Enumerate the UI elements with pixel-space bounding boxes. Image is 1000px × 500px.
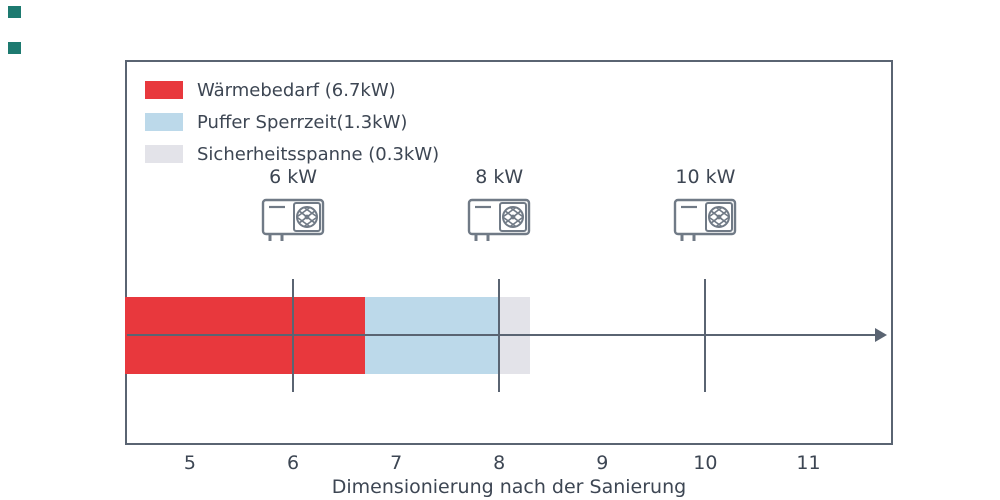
legend-label-1: Puffer Sperrzeit(1.3kW) [197, 111, 408, 133]
axis-arrow-head [875, 328, 887, 342]
marker-label-6kw: 6 kW [269, 166, 317, 188]
plot-area [125, 60, 893, 445]
marker-line-10kw [704, 279, 707, 392]
x-axis-title: Dimensionierung nach der Sanierung [331, 476, 687, 498]
legend: Wärmebedarf (6.7kW) Puffer Sperrzeit(1.3k… [145, 74, 439, 170]
legend-row-1: Puffer Sperrzeit(1.3kW) [145, 106, 439, 138]
legend-row-2: Sicherheitsspanne (0.3kW) [145, 138, 439, 170]
corner-marker-bottom [8, 42, 21, 54]
x-tick-label-7: 7 [390, 452, 403, 474]
marker-line-8kw [498, 279, 501, 392]
x-tick-label-9: 9 [596, 452, 609, 474]
legend-label-2: Sicherheitsspanne (0.3kW) [197, 143, 440, 165]
legend-swatch-0 [145, 81, 183, 99]
x-tick-label-6: 6 [286, 452, 300, 474]
marker-line-6kw [292, 279, 295, 392]
x-tick-label-10: 10 [693, 452, 718, 474]
marker-label-8kw: 8 kW [475, 166, 524, 188]
legend-swatch-1 [145, 113, 183, 131]
x-tick-label-11: 11 [796, 452, 821, 474]
heat-pump-icon [466, 193, 532, 249]
heat-pump-icon [672, 193, 738, 249]
legend-row-0: Wärmebedarf (6.7kW) [145, 74, 439, 106]
heat-pump-icon [260, 193, 326, 249]
legend-label-0: Wärmebedarf (6.7kW) [197, 79, 396, 101]
marker-label-10kw: 10 kW [675, 166, 736, 188]
corner-marker-top [8, 6, 21, 18]
axis-arrow-line [127, 334, 877, 336]
x-tick-label-8: 8 [493, 452, 506, 474]
legend-swatch-2 [145, 145, 183, 163]
x-tick-label-5: 5 [183, 452, 196, 474]
